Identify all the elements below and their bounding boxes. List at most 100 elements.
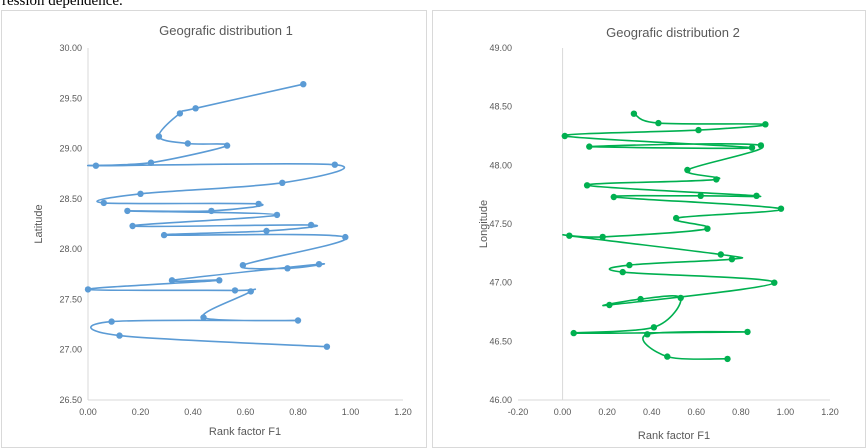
chart-title: Geografic distribution 1 bbox=[159, 23, 293, 38]
y-axis-label: Latitude bbox=[33, 204, 45, 243]
x-tick-label: 0.60 bbox=[237, 407, 255, 417]
data-point bbox=[570, 329, 577, 337]
x-tick-label: 0.20 bbox=[598, 407, 616, 417]
data-point bbox=[100, 199, 108, 207]
data-point bbox=[695, 126, 702, 134]
y-tick-label: 28.00 bbox=[59, 244, 82, 254]
data-point bbox=[84, 286, 92, 293]
x-tick-label: 0.60 bbox=[688, 407, 706, 417]
top-text-fragment: ression dependence. bbox=[2, 0, 123, 9]
chart-title: Geografic distribution 2 bbox=[606, 25, 740, 40]
y-tick-label: 48.50 bbox=[489, 102, 512, 112]
data-point bbox=[263, 227, 270, 235]
data-point bbox=[331, 161, 338, 168]
data-point bbox=[655, 119, 662, 127]
data-point bbox=[192, 105, 199, 112]
data-point bbox=[610, 193, 617, 201]
data-point bbox=[200, 314, 207, 321]
y-tick-label: 26.50 bbox=[59, 395, 82, 405]
y-tick-label: 30.00 bbox=[59, 43, 82, 53]
data-point bbox=[566, 232, 573, 239]
y-tick-label: 28.50 bbox=[59, 194, 82, 204]
data-point bbox=[704, 225, 711, 232]
series-line bbox=[86, 83, 348, 348]
data-point bbox=[748, 144, 756, 151]
data-point bbox=[155, 133, 163, 140]
data-point bbox=[216, 277, 223, 284]
data-point bbox=[753, 192, 760, 199]
y-tick-label: 48.00 bbox=[489, 160, 512, 170]
data-point bbox=[223, 142, 231, 149]
data-point bbox=[728, 256, 736, 263]
data-point bbox=[586, 143, 593, 150]
x-tick-label: 0.40 bbox=[184, 407, 202, 417]
y-tick-label: 46.00 bbox=[489, 395, 512, 405]
x-tick-label: 0.00 bbox=[554, 407, 572, 417]
y-tick-label: 29.50 bbox=[59, 93, 82, 103]
data-point bbox=[208, 207, 215, 215]
data-point bbox=[630, 110, 638, 117]
data-point bbox=[168, 277, 176, 284]
data-point bbox=[599, 233, 606, 241]
data-point bbox=[231, 287, 239, 294]
data-point bbox=[777, 205, 785, 212]
data-point bbox=[116, 332, 123, 339]
y-tick-label: 27.00 bbox=[59, 345, 82, 355]
data-point bbox=[561, 132, 568, 140]
data-point bbox=[713, 176, 720, 183]
x-tick-label: 0.80 bbox=[732, 407, 750, 417]
data-point bbox=[619, 268, 626, 276]
data-point bbox=[124, 207, 131, 215]
data-point bbox=[315, 261, 323, 268]
data-point bbox=[744, 328, 751, 336]
chart-geografic-distribution-1: Geografic distribution 1 26.50 27.00 27.50 2… bbox=[1, 10, 427, 448]
chart-1-svg: Geografic distribution 1 26.50 27.00 27.50 2… bbox=[33, 23, 412, 438]
x-tick-label: 1.00 bbox=[342, 407, 360, 417]
x-axis-label: Rank factor F1 bbox=[209, 426, 281, 438]
data-point bbox=[684, 166, 691, 174]
series-line bbox=[562, 112, 783, 360]
data-point bbox=[717, 251, 724, 258]
data-point bbox=[637, 295, 644, 303]
x-axis-label: Rank factor F1 bbox=[638, 430, 710, 442]
y-tick-label: 27.50 bbox=[59, 294, 82, 304]
y-tick-label: 49.00 bbox=[489, 43, 512, 53]
data-point bbox=[137, 190, 144, 197]
data-point bbox=[284, 265, 291, 272]
data-point bbox=[255, 200, 262, 208]
y-tick-label: 47.00 bbox=[489, 278, 512, 288]
data-point bbox=[673, 214, 680, 222]
data-point bbox=[160, 231, 168, 239]
data-point bbox=[677, 294, 684, 302]
data-point bbox=[247, 288, 254, 295]
series-group bbox=[561, 110, 785, 363]
y-tick-label: 47.50 bbox=[489, 219, 512, 229]
y-axis-label: Longitude bbox=[478, 200, 490, 248]
chart-2-svg: Geografic distribution 2 46.00 46.50 47.00 4… bbox=[478, 25, 839, 442]
x-tick-label: -0.20 bbox=[508, 407, 529, 417]
x-tick-label: 1.00 bbox=[777, 407, 795, 417]
data-point bbox=[147, 159, 155, 166]
series-group bbox=[84, 81, 349, 350]
chart-geografic-distribution-2: Geografic distribution 2 46.00 46.50 47.00 4… bbox=[432, 10, 866, 448]
data-point bbox=[129, 222, 136, 230]
x-tick-label: 0.20 bbox=[132, 407, 150, 417]
data-point bbox=[239, 262, 247, 269]
data-point bbox=[176, 110, 184, 117]
y-tick-label: 29.00 bbox=[59, 144, 82, 154]
data-point bbox=[757, 142, 765, 149]
x-tick-label: 1.20 bbox=[821, 407, 839, 417]
data-point bbox=[762, 121, 769, 128]
data-point bbox=[583, 182, 591, 189]
data-point bbox=[273, 211, 281, 219]
x-tick-label: 0.40 bbox=[643, 407, 661, 417]
data-point bbox=[108, 318, 115, 325]
data-point bbox=[300, 81, 307, 88]
data-point bbox=[606, 301, 613, 309]
data-point bbox=[307, 221, 315, 229]
data-point bbox=[697, 192, 704, 199]
x-tick-label: 1.20 bbox=[394, 407, 412, 417]
y-tick-label: 46.50 bbox=[489, 336, 512, 346]
data-point bbox=[342, 233, 349, 241]
data-point bbox=[294, 317, 302, 324]
